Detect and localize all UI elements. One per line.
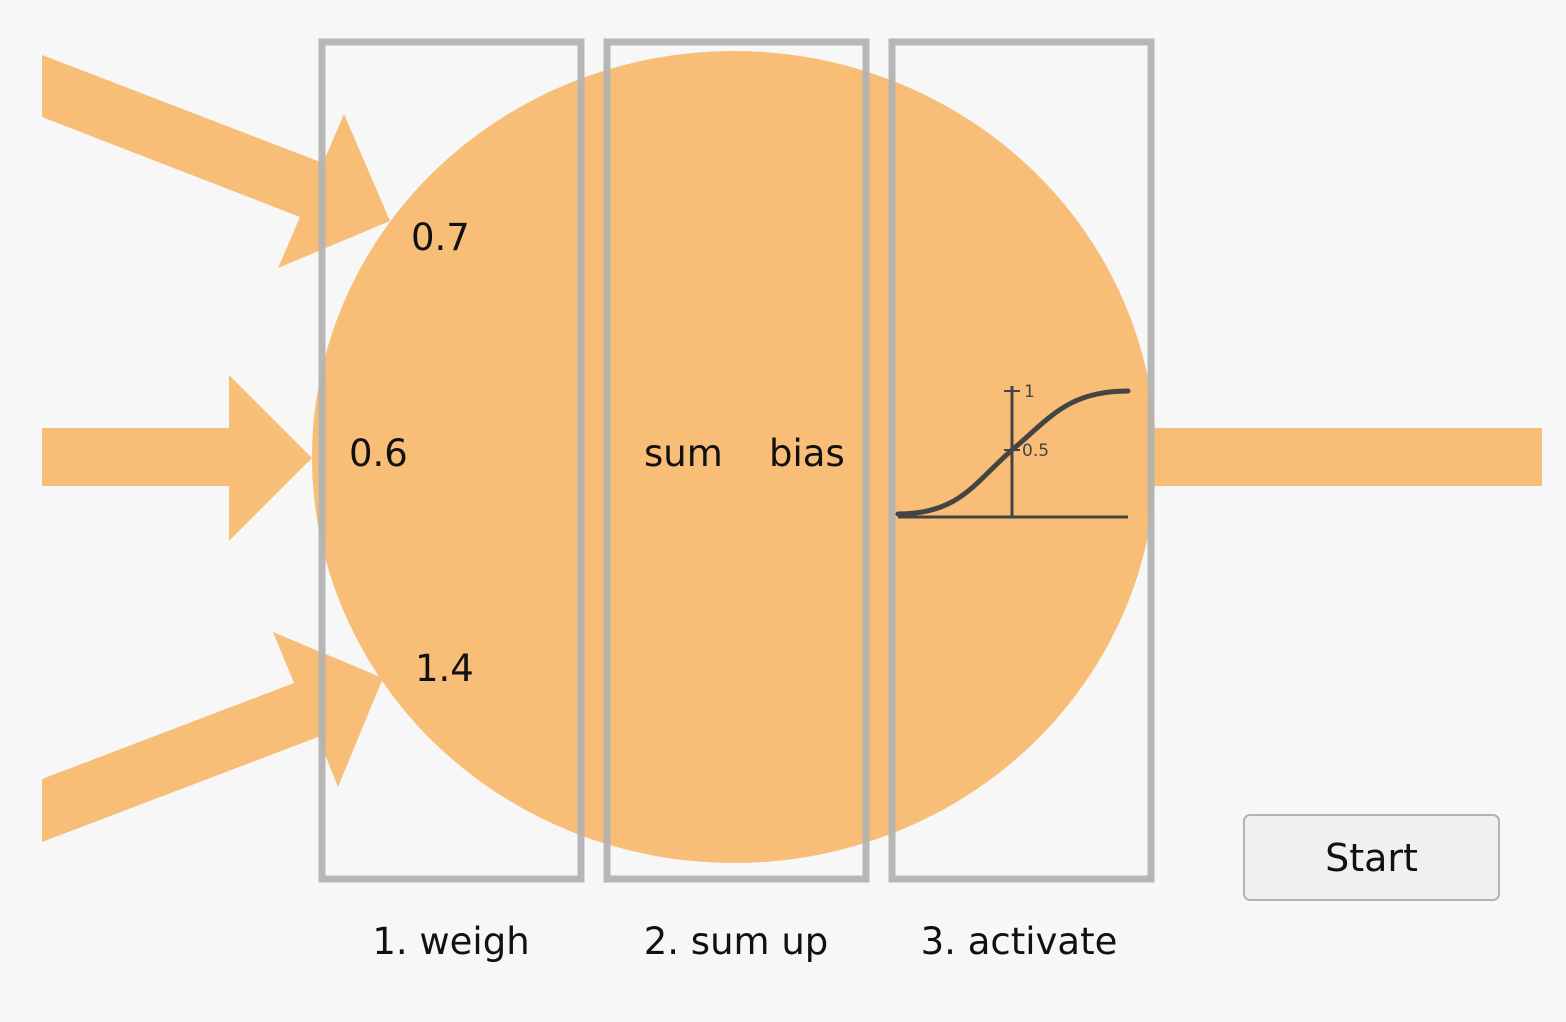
- stage-label-activate: 3. activate: [921, 920, 1118, 963]
- input-arrow-bottom: [42, 632, 383, 842]
- stage-label-weigh: 1. weigh: [372, 920, 529, 963]
- sigmoid-tick-label-1: 1: [1024, 382, 1035, 402]
- weight-bottom: 1.4: [415, 647, 474, 690]
- start-button[interactable]: Start: [1243, 814, 1500, 901]
- sum-label: sum: [644, 432, 723, 475]
- sigmoid-curve: [895, 388, 1131, 517]
- input-arrow-middle: [42, 375, 312, 541]
- sigmoid-tick-label-05: 0.5: [1022, 441, 1049, 461]
- input-arrow-top: [42, 55, 390, 268]
- weight-middle: 0.6: [349, 432, 408, 475]
- sum-up-stage-box: [603, 38, 870, 883]
- bias-label: bias: [769, 432, 845, 475]
- output-bar: [1150, 428, 1542, 486]
- stage-label-sum-up: 2. sum up: [644, 920, 829, 963]
- weigh-stage-box: [318, 38, 585, 883]
- sigmoid-plot: 1 0.5: [895, 382, 1131, 519]
- neuron-body: [312, 51, 1156, 863]
- weight-top: 0.7: [411, 216, 470, 259]
- activate-stage-box: [888, 38, 1155, 883]
